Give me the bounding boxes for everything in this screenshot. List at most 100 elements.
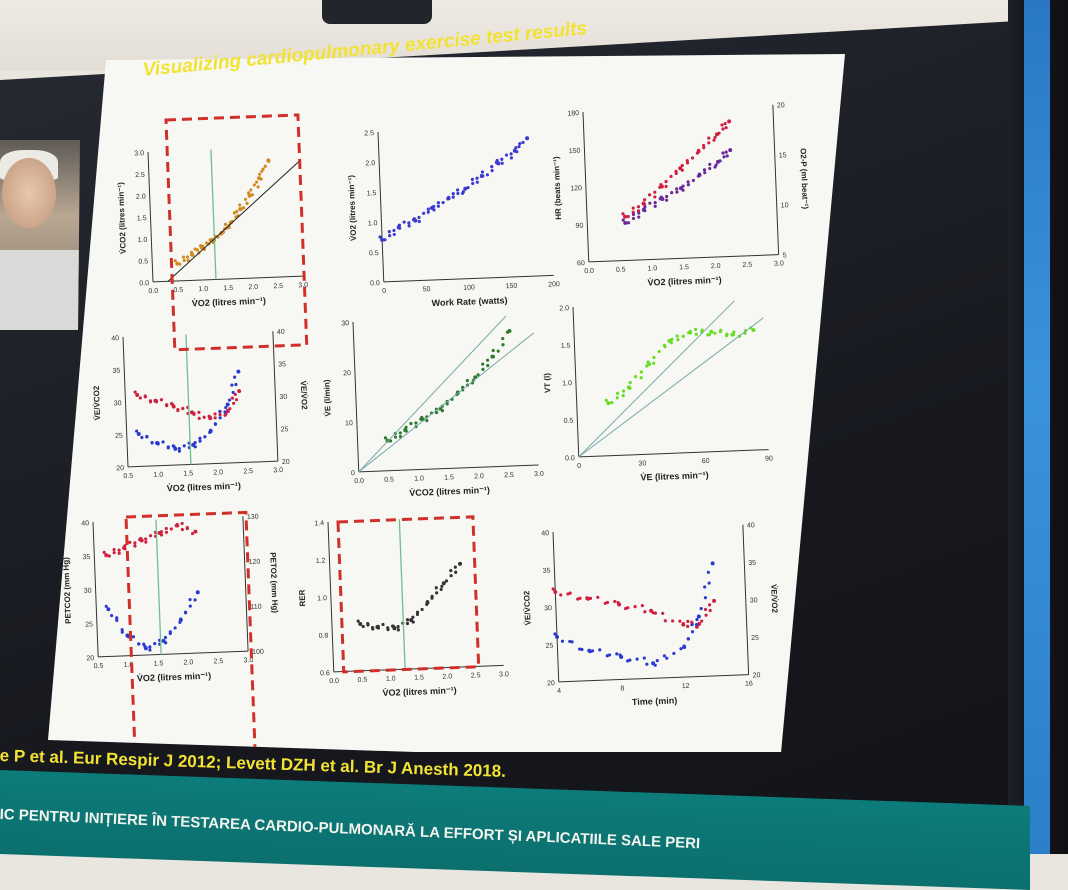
data-point xyxy=(653,201,657,205)
x-tick-label: 3.0 xyxy=(243,657,253,664)
y-tick-label: 0.6 xyxy=(320,670,330,677)
data-point xyxy=(417,215,421,220)
data-point xyxy=(150,440,154,445)
data-point xyxy=(252,183,256,187)
data-point xyxy=(139,538,144,543)
data-point xyxy=(209,238,214,243)
y-tick-label: 2.5 xyxy=(364,130,374,137)
data-point xyxy=(422,211,426,215)
data-point xyxy=(243,197,248,201)
data-point xyxy=(695,625,699,629)
data-point xyxy=(694,622,699,627)
data-point xyxy=(663,619,667,623)
y-tick-label: 1.0 xyxy=(368,220,378,227)
data-point xyxy=(112,547,116,552)
y-tick-label: 25 xyxy=(85,621,93,628)
y-tick-label: 0.8 xyxy=(319,633,329,640)
data-point xyxy=(411,615,415,619)
x-axis-label: V̇O2 (litres min⁻¹) xyxy=(167,480,242,493)
data-point xyxy=(402,220,406,224)
data-point xyxy=(148,534,153,538)
data-point xyxy=(647,362,652,367)
y2-tick-label: 25 xyxy=(751,635,759,642)
data-point xyxy=(686,180,690,184)
data-point xyxy=(641,207,646,212)
data-point xyxy=(694,332,698,336)
data-point xyxy=(164,526,168,531)
y-tick-label: 150 xyxy=(569,148,581,155)
data-point xyxy=(605,600,610,605)
data-point xyxy=(133,390,137,394)
y2-tick-label: 110 xyxy=(250,604,262,611)
data-point xyxy=(128,540,132,544)
data-point xyxy=(727,119,732,124)
data-point xyxy=(392,228,396,233)
data-point xyxy=(407,224,411,228)
data-point xyxy=(521,140,525,145)
data-point xyxy=(189,410,194,415)
data-point xyxy=(724,150,728,154)
y-tick-label: 35 xyxy=(543,568,551,575)
y-tick-label: 1.0 xyxy=(562,380,572,387)
y-tick-label: 1.4 xyxy=(314,520,324,527)
data-point xyxy=(660,197,665,202)
data-point xyxy=(122,545,127,550)
chart-panel-3: 0.0 0.5 1.0 1.5 2.0 2.5 3.0 60 90 120 150 180 5 10 15 2… xyxy=(552,102,810,287)
data-point xyxy=(198,436,202,440)
data-point xyxy=(232,401,236,405)
data-point xyxy=(247,193,252,198)
data-point xyxy=(633,605,637,609)
data-point xyxy=(481,362,485,366)
data-point xyxy=(386,626,390,630)
data-point xyxy=(501,336,505,341)
y-tick-label: 3.0 xyxy=(134,150,144,157)
data-point xyxy=(233,392,237,397)
x-tick-label: 1.0 xyxy=(386,676,396,683)
data-point xyxy=(653,611,658,615)
data-point xyxy=(159,398,164,402)
data-point xyxy=(703,585,707,589)
data-point xyxy=(481,367,485,371)
data-point xyxy=(213,412,217,416)
data-point xyxy=(153,398,158,403)
data-point xyxy=(713,135,717,140)
y-tick-label: 25 xyxy=(545,643,553,650)
data-point xyxy=(444,579,449,583)
y2-axis xyxy=(742,524,750,675)
data-point xyxy=(708,166,712,171)
x-tick-label: 1.5 xyxy=(223,285,233,292)
data-point xyxy=(512,148,517,153)
data-point xyxy=(453,565,457,569)
data-point xyxy=(223,410,227,414)
data-point xyxy=(356,619,360,623)
data-point xyxy=(157,530,162,535)
x-tick-label: 0.5 xyxy=(94,663,104,670)
data-point xyxy=(245,201,249,206)
x-tick-label: 0.0 xyxy=(584,268,594,275)
data-point xyxy=(722,155,726,159)
data-point xyxy=(628,658,632,662)
chart-panel-5: 0.0 0.5 1.0 1.5 2.0 2.5 3.0 0 10 20 30 V̇CO2 (litre… xyxy=(322,315,544,498)
y-tick-label: 25 xyxy=(115,433,123,440)
y-axis-label: V̇CO2 (litres min⁻¹) xyxy=(116,182,128,254)
data-point xyxy=(664,179,668,184)
reference-line xyxy=(358,315,507,473)
data-point xyxy=(703,596,708,600)
data-point xyxy=(709,329,714,334)
x-tick-label: 1.5 xyxy=(679,264,689,271)
y2-tick-label: 120 xyxy=(249,559,261,566)
data-point xyxy=(728,148,733,153)
data-point xyxy=(407,221,411,225)
data-point xyxy=(598,648,602,652)
data-point xyxy=(697,173,702,178)
data-point xyxy=(653,190,657,194)
x-axis xyxy=(588,254,779,263)
data-point xyxy=(370,626,375,630)
data-point xyxy=(670,191,674,195)
data-point xyxy=(445,402,449,406)
data-point xyxy=(161,638,166,643)
data-point xyxy=(621,212,625,216)
data-point xyxy=(176,408,180,412)
x-tick-label: 60 xyxy=(702,458,710,465)
